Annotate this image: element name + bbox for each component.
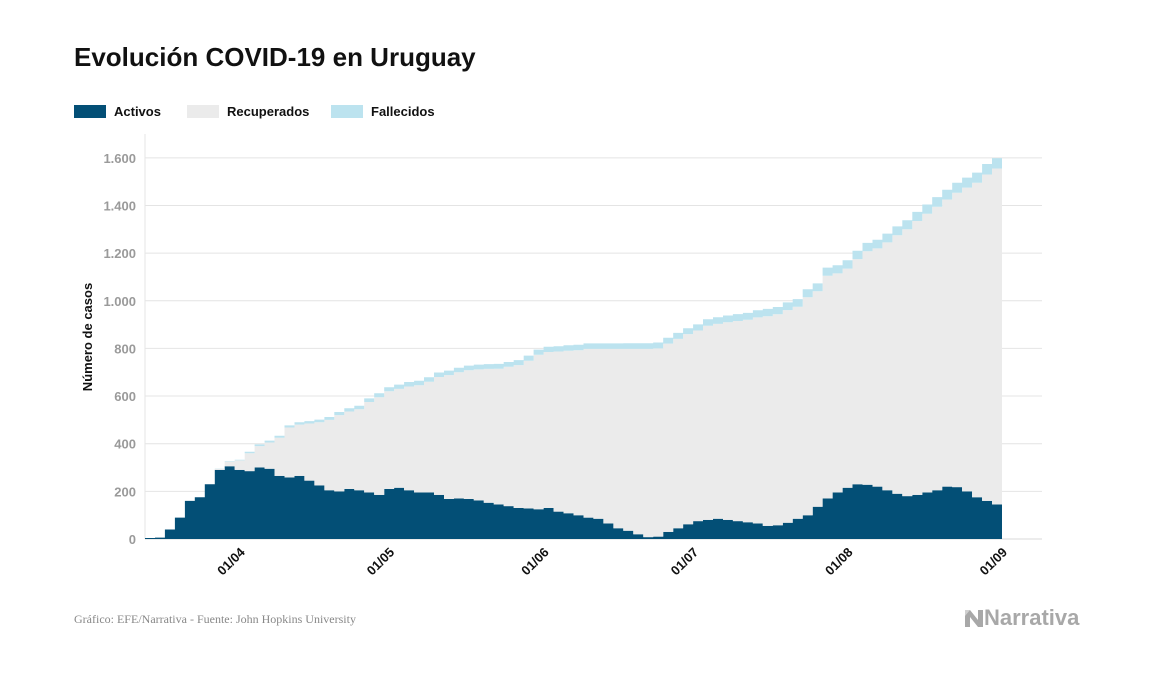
legend-label-recuperados: Recuperados bbox=[227, 104, 310, 119]
x-tick-label: 01/06 bbox=[518, 545, 552, 579]
y-tick-label: 1.400 bbox=[103, 198, 136, 213]
y-axis-label: Número de casos bbox=[80, 283, 95, 391]
y-tick-label: 1.200 bbox=[103, 246, 136, 261]
x-tick-label: 01/04 bbox=[214, 544, 248, 578]
legend-label-fallecidos: Fallecidos bbox=[371, 104, 435, 119]
narrativa-logo-icon bbox=[965, 610, 983, 627]
y-tick-label: 1.600 bbox=[103, 151, 136, 166]
x-tick-label: 01/08 bbox=[822, 545, 856, 579]
y-tick-label: 600 bbox=[114, 389, 136, 404]
source-note: Gráfico: EFE/Narrativa - Fuente: John Ho… bbox=[74, 612, 356, 626]
x-tick-label: 01/05 bbox=[364, 545, 398, 579]
x-tick-label: 01/07 bbox=[668, 545, 702, 579]
y-tick-label: 200 bbox=[114, 484, 136, 499]
legend-swatch-fallecidos bbox=[331, 105, 363, 118]
chart-title: Evolución COVID-19 en Uruguay bbox=[74, 42, 476, 72]
legend-swatch-activos bbox=[74, 105, 106, 118]
area-recuperados bbox=[145, 161, 1002, 538]
y-tick-label: 0 bbox=[129, 532, 136, 547]
legend-label-activos: Activos bbox=[114, 104, 161, 119]
y-tick-label: 800 bbox=[114, 341, 136, 356]
stacked-areas bbox=[145, 150, 1002, 539]
y-tick-label: 400 bbox=[114, 437, 136, 452]
y-tick-label: 1.000 bbox=[103, 294, 136, 309]
x-tick-label: 01/09 bbox=[977, 545, 1011, 579]
narrativa-logo-text: Narrativa bbox=[984, 605, 1080, 630]
area-activos bbox=[145, 466, 1002, 539]
legend-swatch-recuperados bbox=[187, 105, 219, 118]
